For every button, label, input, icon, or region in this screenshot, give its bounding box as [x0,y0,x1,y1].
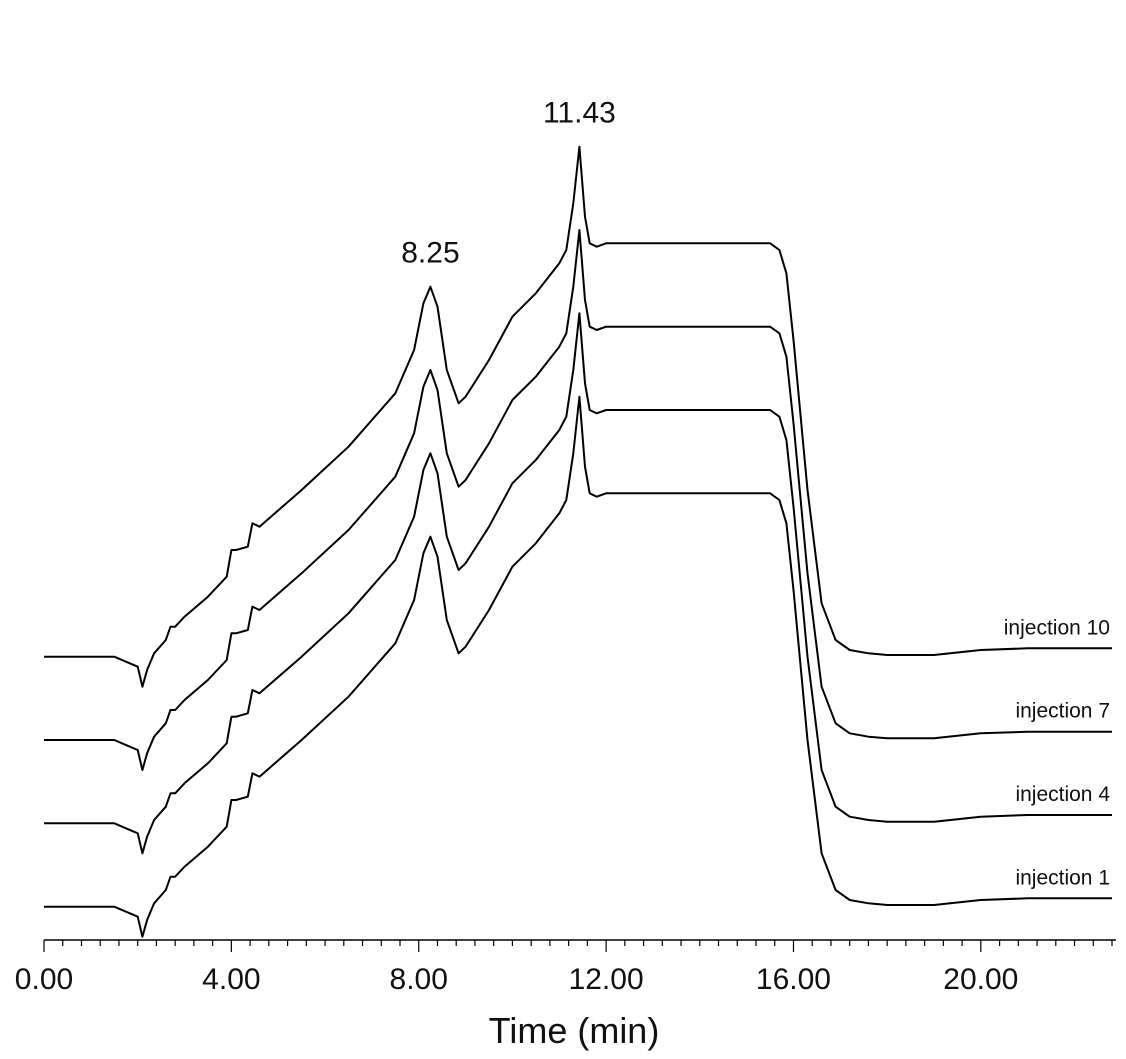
peak-label: 11.43 [543,97,616,130]
x-axis-tick-labels: 0.00 4.00 8.00 12.00 16.00 20.00 [15,963,1019,996]
trace-injection-4 [44,312,1112,855]
x-tick-label: 0.00 [15,963,73,996]
series-labels: injection 1 injection 4 injection 7 injecti… [1004,616,1111,889]
x-axis-title: Time (min) [489,1010,660,1051]
series-label-injection-1: injection 1 [1015,866,1110,889]
trace-injection-10 [44,145,1112,688]
peak-labels: 8.25 11.43 [401,97,616,270]
x-tick-label: 16.00 [756,963,831,996]
trace-injection-7 [44,229,1112,771]
x-tick-label: 12.00 [569,963,644,996]
trace-injection-1 [44,395,1112,938]
x-tick-label: 8.00 [390,963,448,996]
chromatogram-traces [44,145,1112,938]
series-label-injection-10: injection 10 [1004,616,1110,639]
series-label-injection-4: injection 4 [1015,783,1110,806]
x-tick-label: 4.00 [202,963,260,996]
x-axis-ticks [43,940,1113,952]
series-label-injection-7: injection 7 [1015,700,1110,723]
x-tick-label: 20.00 [943,963,1018,996]
peak-label: 8.25 [401,237,459,270]
